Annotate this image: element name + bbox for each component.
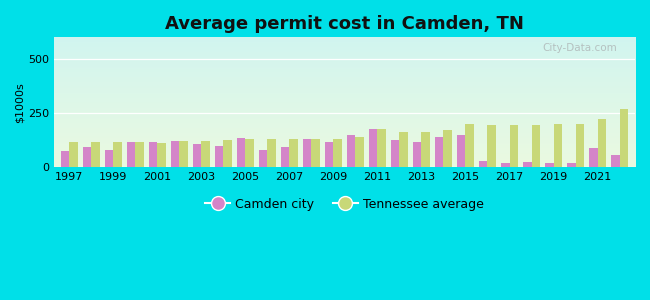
Legend: Camden city, Tennessee average: Camden city, Tennessee average	[200, 193, 489, 215]
Bar	[575, 124, 584, 167]
Bar	[378, 129, 385, 167]
Bar	[589, 148, 597, 167]
Bar	[435, 137, 443, 167]
Bar	[127, 142, 135, 167]
Bar	[202, 141, 210, 167]
Bar	[421, 131, 430, 167]
Bar	[399, 132, 408, 167]
Bar	[105, 150, 113, 167]
Bar	[267, 139, 276, 167]
Bar	[113, 142, 122, 167]
Bar	[224, 140, 231, 167]
Bar	[149, 142, 157, 167]
Bar	[245, 139, 254, 167]
Bar	[179, 141, 188, 167]
Bar	[356, 137, 364, 167]
Bar	[391, 140, 399, 167]
Bar	[369, 129, 378, 167]
Bar	[523, 163, 532, 167]
Bar	[457, 135, 465, 167]
Bar	[171, 141, 179, 167]
Bar	[532, 125, 540, 167]
Title: Average permit cost in Camden, TN: Average permit cost in Camden, TN	[165, 15, 524, 33]
Bar	[619, 109, 628, 167]
Bar	[465, 124, 474, 167]
Bar	[259, 150, 267, 167]
Bar	[303, 139, 311, 167]
Bar	[479, 161, 488, 167]
Bar	[510, 125, 518, 167]
Bar	[91, 142, 99, 167]
Bar	[554, 124, 562, 167]
Bar	[325, 142, 333, 167]
Bar	[567, 163, 575, 167]
Bar	[215, 146, 224, 167]
Bar	[333, 139, 342, 167]
Bar	[488, 125, 496, 167]
Bar	[311, 139, 320, 167]
Text: City-Data.com: City-Data.com	[543, 43, 618, 52]
Bar	[135, 142, 144, 167]
Bar	[281, 147, 289, 167]
Bar	[157, 143, 166, 167]
Bar	[413, 142, 421, 167]
Bar	[289, 139, 298, 167]
Bar	[83, 147, 91, 167]
Bar	[611, 155, 619, 167]
Bar	[443, 130, 452, 167]
Bar	[193, 145, 202, 167]
Bar	[61, 151, 69, 167]
Y-axis label: $1000s: $1000s	[15, 82, 25, 123]
Bar	[237, 138, 245, 167]
Bar	[501, 163, 510, 167]
Bar	[545, 163, 554, 167]
Bar	[69, 142, 77, 167]
Bar	[347, 135, 356, 167]
Bar	[597, 119, 606, 167]
